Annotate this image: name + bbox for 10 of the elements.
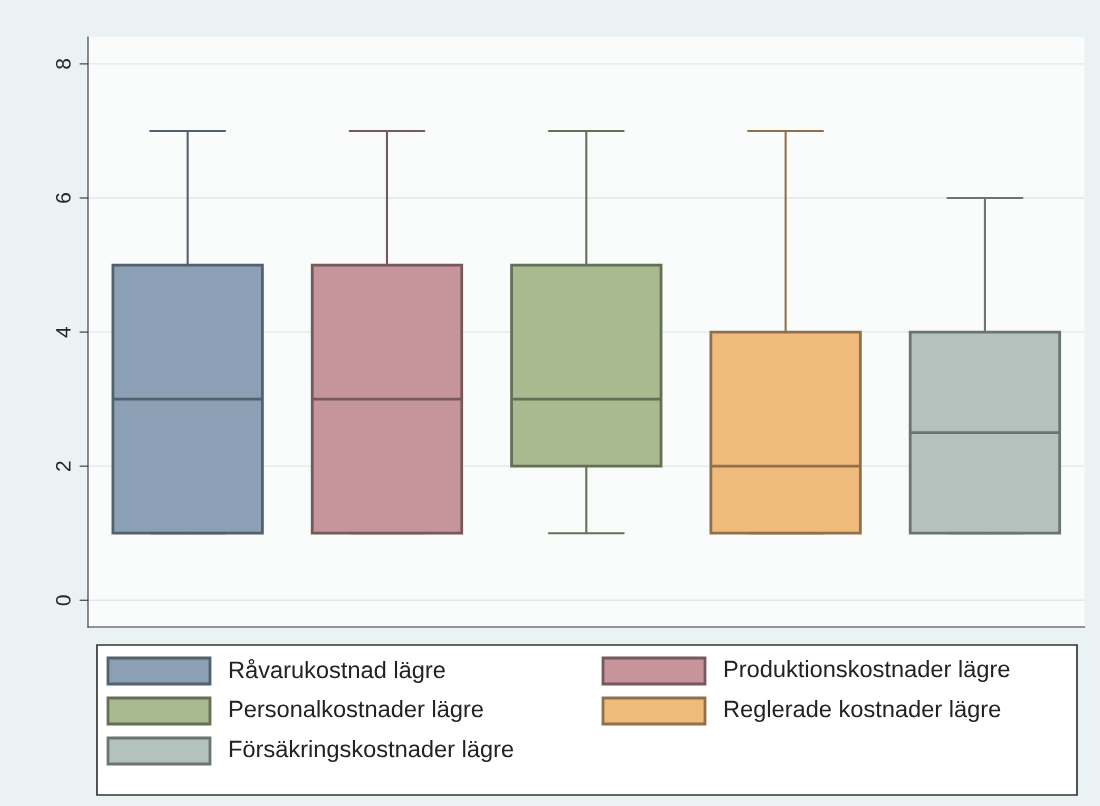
legend-label: Produktionskostnader lägre xyxy=(724,659,1010,682)
y-tick-label: 8 xyxy=(55,59,71,69)
legend-label: Personalkostnader lägre xyxy=(229,699,483,723)
legend-label: Reglerade kostnader lägre xyxy=(724,699,1001,723)
y-tick-label: 6 xyxy=(55,193,71,203)
y-tick-label: 0 xyxy=(55,595,71,606)
legend-label: Råvarukostnad lägre xyxy=(229,659,445,683)
y-tick-label: 2 xyxy=(55,461,71,471)
y-tick-label: 4 xyxy=(56,326,71,338)
legend-label: Försäkringskostnader lägre xyxy=(229,739,514,763)
